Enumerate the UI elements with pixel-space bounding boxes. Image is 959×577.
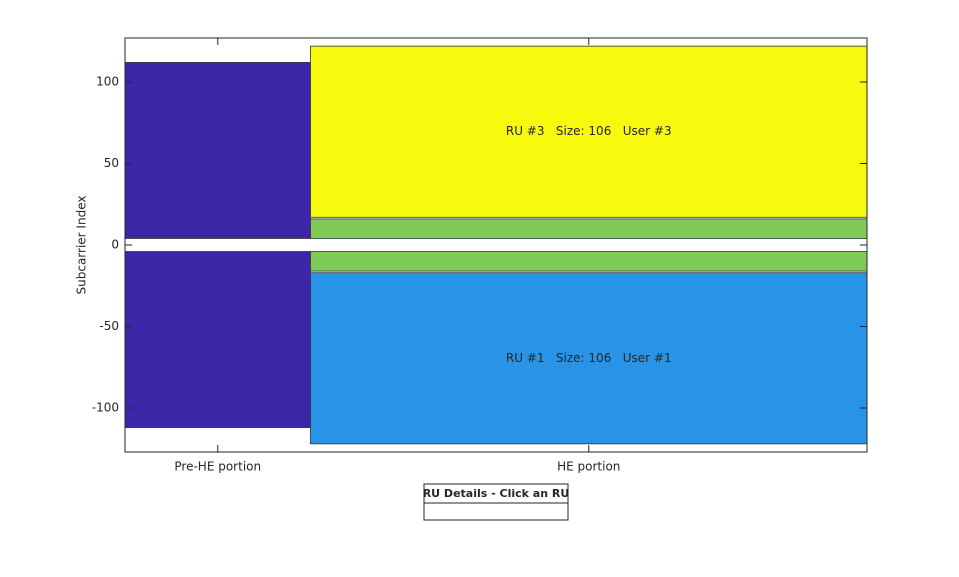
ru-block[interactable] xyxy=(310,272,868,445)
y-tick-label: 0 xyxy=(111,238,119,252)
info-table-title: RU Details - Click an RU xyxy=(423,487,570,500)
info-table xyxy=(423,483,569,521)
ru-block[interactable] xyxy=(310,218,868,239)
ru-label: RU #1 Size: 106 User #1 xyxy=(506,351,672,365)
y-tick-label: 50 xyxy=(104,156,119,170)
y-axis-label: Subcarrier Index xyxy=(75,196,89,295)
ru-label: RU #3 Size: 106 User #3 xyxy=(506,124,672,138)
y-tick-label: -100 xyxy=(92,400,119,414)
ru-block[interactable] xyxy=(124,62,311,239)
ru-block[interactable] xyxy=(310,251,868,272)
y-tick-label: 100 xyxy=(96,75,119,89)
x-tick-label: Pre-HE portion xyxy=(174,460,261,474)
y-tick-label: -50 xyxy=(99,319,119,333)
ru-block[interactable] xyxy=(310,45,868,218)
x-tick-label: HE portion xyxy=(557,460,620,474)
ru-block[interactable] xyxy=(124,251,311,428)
